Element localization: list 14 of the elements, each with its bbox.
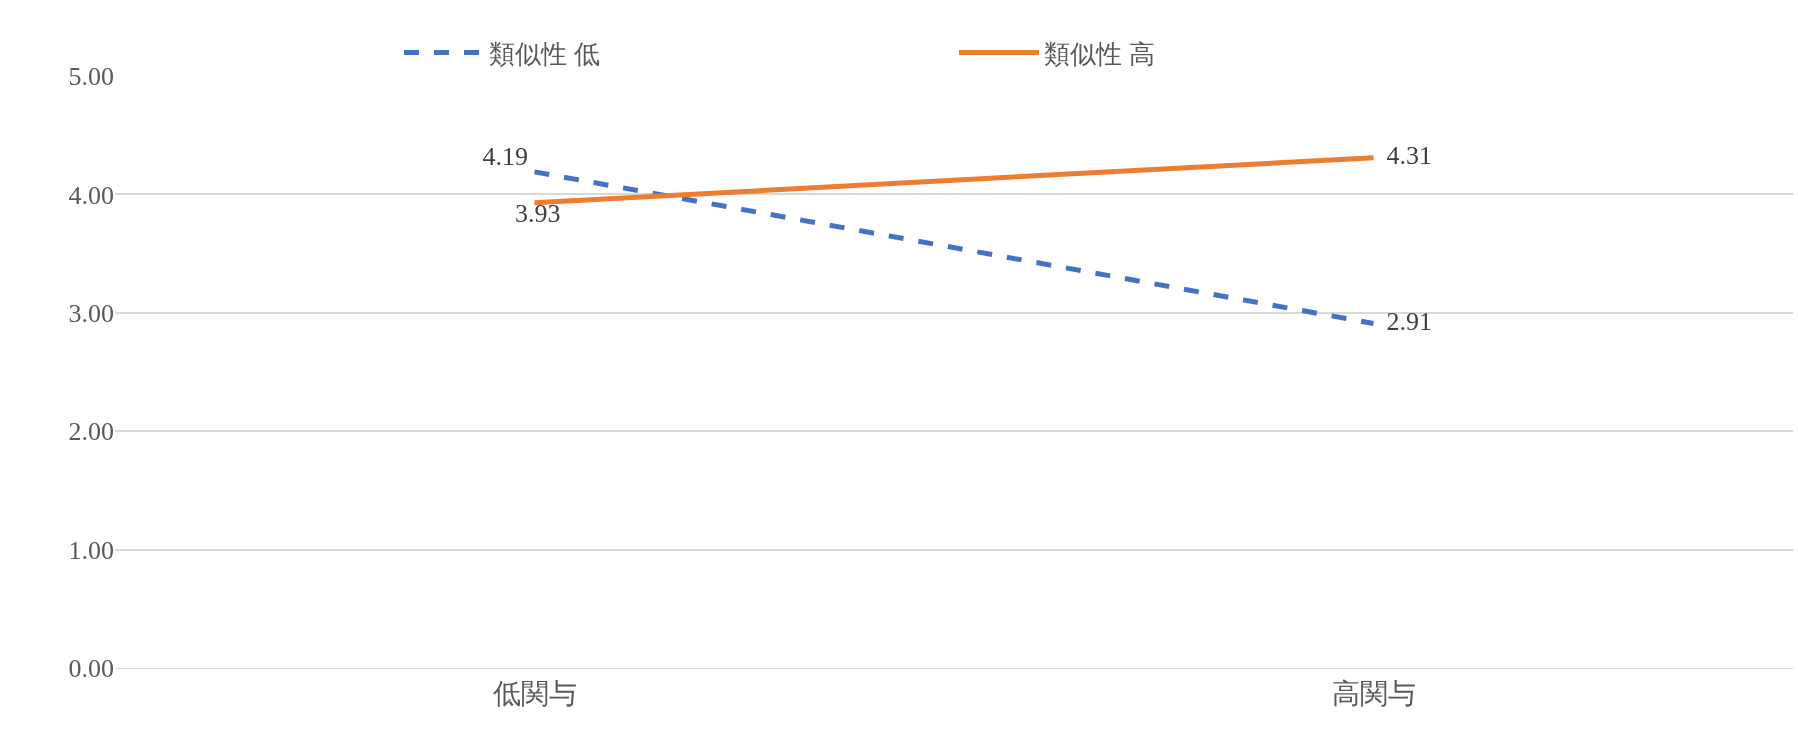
legend-label: 類似性 高: [1044, 39, 1155, 69]
data-label: 4.19: [469, 142, 535, 172]
x-tick-label: 高関与: [1331, 677, 1416, 709]
data-label: 4.31: [1373, 141, 1439, 171]
legend-label: 類似性 低: [489, 39, 600, 69]
data-label: 2.91: [1373, 306, 1439, 336]
y-tick-label: 1.00: [68, 535, 114, 565]
y-tick-label: 5.00: [68, 62, 114, 92]
data-label: 3.93: [502, 199, 567, 229]
y-tick-label: 4.00: [68, 180, 114, 210]
y-tick-label: 2.00: [68, 417, 114, 447]
y-tick-label: 0.00: [68, 654, 114, 684]
x-tick-label: 低関与: [492, 677, 577, 709]
y-tick-label: 3.00: [68, 298, 114, 328]
